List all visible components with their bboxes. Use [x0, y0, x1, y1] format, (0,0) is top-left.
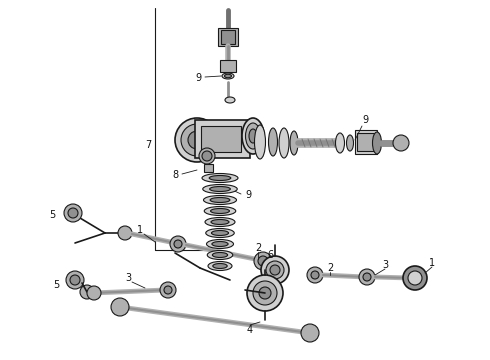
Circle shape [164, 286, 172, 294]
Circle shape [403, 266, 427, 290]
Text: 9: 9 [195, 73, 201, 83]
Ellipse shape [210, 186, 230, 192]
Circle shape [359, 269, 375, 285]
Circle shape [188, 131, 206, 149]
Ellipse shape [224, 74, 231, 78]
Ellipse shape [279, 128, 289, 158]
Circle shape [68, 208, 78, 218]
Circle shape [66, 271, 84, 289]
Circle shape [301, 324, 319, 342]
Ellipse shape [346, 135, 353, 151]
Text: 1: 1 [429, 258, 435, 268]
Ellipse shape [206, 239, 234, 248]
Bar [218, 28, 238, 46]
Bar [201, 126, 241, 152]
Text: 1: 1 [137, 225, 143, 235]
Circle shape [70, 275, 80, 285]
Circle shape [199, 148, 215, 164]
Ellipse shape [336, 133, 344, 153]
Ellipse shape [213, 264, 227, 269]
Ellipse shape [254, 125, 266, 159]
Ellipse shape [225, 97, 235, 103]
Text: 7: 7 [145, 140, 151, 150]
Circle shape [174, 240, 182, 248]
Bar [195, 120, 250, 158]
Text: 9: 9 [362, 115, 368, 125]
Ellipse shape [269, 128, 277, 156]
Ellipse shape [203, 195, 237, 204]
Ellipse shape [212, 252, 228, 257]
Circle shape [160, 282, 176, 298]
Circle shape [307, 267, 323, 283]
Circle shape [253, 281, 277, 305]
Circle shape [393, 135, 409, 151]
Ellipse shape [212, 242, 228, 247]
Circle shape [247, 275, 283, 311]
Circle shape [64, 204, 82, 222]
Ellipse shape [206, 229, 234, 238]
Bar [220, 60, 236, 72]
Circle shape [87, 286, 101, 300]
Ellipse shape [205, 217, 235, 226]
Ellipse shape [290, 131, 298, 155]
Text: 3: 3 [382, 260, 388, 270]
Bar [357, 133, 374, 151]
Ellipse shape [204, 207, 236, 216]
Text: 8: 8 [172, 170, 178, 180]
Bar [355, 130, 377, 154]
Text: 9: 9 [245, 190, 251, 200]
Text: 5: 5 [53, 280, 59, 290]
Circle shape [175, 118, 219, 162]
Circle shape [170, 236, 186, 252]
Ellipse shape [222, 73, 234, 79]
Text: 6: 6 [267, 250, 273, 260]
Ellipse shape [209, 176, 231, 180]
Circle shape [261, 256, 289, 284]
Ellipse shape [207, 251, 233, 260]
Circle shape [259, 287, 271, 299]
Ellipse shape [212, 230, 228, 235]
Bar [221, 30, 235, 44]
Circle shape [258, 256, 268, 266]
Ellipse shape [211, 220, 229, 225]
Ellipse shape [372, 132, 382, 154]
Circle shape [111, 298, 129, 316]
Ellipse shape [210, 198, 230, 202]
Ellipse shape [211, 208, 229, 213]
Text: 2: 2 [255, 243, 261, 253]
Circle shape [118, 226, 132, 240]
Circle shape [408, 271, 422, 285]
Bar [204, 164, 213, 172]
Circle shape [270, 265, 280, 275]
Ellipse shape [202, 174, 238, 183]
Circle shape [80, 285, 94, 299]
Circle shape [202, 151, 212, 161]
Ellipse shape [203, 185, 237, 194]
Ellipse shape [245, 123, 261, 149]
Text: 4: 4 [247, 325, 253, 335]
Ellipse shape [242, 118, 264, 154]
Text: 2: 2 [327, 263, 333, 273]
Circle shape [363, 273, 371, 281]
Circle shape [254, 252, 272, 270]
Circle shape [266, 261, 284, 279]
Text: 3: 3 [125, 273, 131, 283]
Circle shape [311, 271, 319, 279]
Circle shape [181, 124, 213, 156]
Text: 5: 5 [49, 210, 55, 220]
Ellipse shape [249, 129, 257, 143]
Ellipse shape [208, 261, 232, 270]
